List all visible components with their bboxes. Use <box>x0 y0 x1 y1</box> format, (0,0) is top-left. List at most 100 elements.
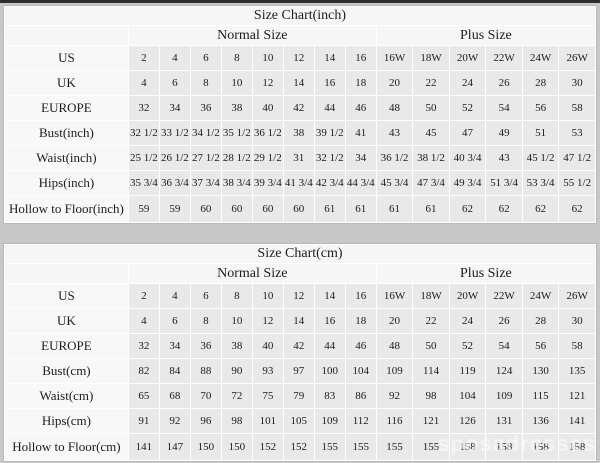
size-cell: 45 <box>413 121 449 145</box>
size-cell: 158 <box>559 434 595 460</box>
size-cell: 158 <box>449 434 486 460</box>
size-cell: 126 <box>449 409 486 433</box>
size-cell: 45 1/2 <box>522 146 559 170</box>
size-cell: 59 <box>128 196 159 222</box>
size-cell: 32 1/2 <box>314 146 345 170</box>
group-header-row: Normal Size Plus Size <box>5 26 595 45</box>
size-cell: 60 <box>190 196 221 222</box>
size-cell: 65 <box>128 384 159 408</box>
size-cell: 32 <box>128 96 159 120</box>
size-cell: 18W <box>413 46 449 70</box>
size-cell: 16W <box>376 284 413 308</box>
size-cell: 26 1/2 <box>159 146 190 170</box>
size-cell: 61 <box>314 196 345 222</box>
table-title-row: Size Chart(inch) <box>5 7 595 25</box>
size-cell: 36 1/2 <box>376 146 413 170</box>
size-cell: 20 <box>376 71 413 95</box>
size-cell: 141 <box>128 434 159 460</box>
size-cell: 50 <box>413 96 449 120</box>
size-cell: 31 <box>283 146 314 170</box>
size-cell: 26 <box>486 309 522 333</box>
size-cell: 27 1/2 <box>190 146 221 170</box>
size-cell: 28 <box>522 309 559 333</box>
size-cell: 33 1/2 <box>159 121 190 145</box>
size-cell: 121 <box>559 384 595 408</box>
size-cell: 70 <box>190 384 221 408</box>
size-cell: 44 <box>314 334 345 358</box>
size-cell: 14 <box>314 284 345 308</box>
size-cell: 30 <box>559 309 595 333</box>
table-row: Hollow to Floor(cm) 141 147 150 150 152 152 155… <box>5 434 595 460</box>
table-title: Size Chart(inch) <box>5 7 595 25</box>
size-cell: 6 <box>159 71 190 95</box>
corner-cell <box>5 264 128 283</box>
row-label: UK <box>5 71 128 95</box>
size-cell: 24W <box>522 46 559 70</box>
size-cell: 104 <box>345 359 376 383</box>
size-cell: 83 <box>314 384 345 408</box>
size-cell: 52 <box>449 96 486 120</box>
table-body: US 2 4 6 8 10 12 14 16 16W 18W 20W 22W 24W 26W UK 4 6 8 10 1… <box>5 46 595 222</box>
size-cell: 6 <box>190 284 221 308</box>
size-cell: 38 <box>221 96 252 120</box>
size-cell: 29 1/2 <box>252 146 283 170</box>
size-cell: 105 <box>283 409 314 433</box>
size-cell: 38 <box>283 121 314 145</box>
size-cell: 58 <box>559 96 595 120</box>
size-cell: 12 <box>283 284 314 308</box>
size-cell: 41 <box>345 121 376 145</box>
row-label: Waist(cm) <box>5 384 128 408</box>
size-cell: 46 <box>345 96 376 120</box>
size-cell: 8 <box>221 284 252 308</box>
size-cell: 4 <box>159 284 190 308</box>
size-cell: 92 <box>376 384 413 408</box>
size-cell: 42 <box>283 96 314 120</box>
size-cell: 104 <box>449 384 486 408</box>
size-cell: 101 <box>252 409 283 433</box>
size-cell: 18 <box>345 309 376 333</box>
size-cell: 32 1/2 <box>128 121 159 145</box>
table-row: EUROPE 32 34 36 38 40 42 44 46 48 50 52 54 56 58 <box>5 334 595 358</box>
size-cell: 136 <box>522 409 559 433</box>
size-cell: 6 <box>190 46 221 70</box>
size-cell: 141 <box>559 409 595 433</box>
size-cell: 34 <box>345 146 376 170</box>
size-cell: 62 <box>486 196 522 222</box>
size-cell: 35 1/2 <box>221 121 252 145</box>
size-cell: 42 <box>283 334 314 358</box>
size-cell: 12 <box>252 71 283 95</box>
size-cell: 56 <box>522 334 559 358</box>
size-cell: 51 <box>522 121 559 145</box>
size-cell: 92 <box>159 409 190 433</box>
table-title-row: Size Chart(cm) <box>5 245 595 263</box>
size-cell: 24 <box>449 309 486 333</box>
size-cell: 155 <box>376 434 413 460</box>
size-cell: 10 <box>252 284 283 308</box>
size-cell: 55 1/2 <box>559 171 595 195</box>
size-cell: 45 3/4 <box>376 171 413 195</box>
size-cell: 150 <box>221 434 252 460</box>
row-label: EUROPE <box>5 96 128 120</box>
row-label: US <box>5 284 128 308</box>
size-cell: 147 <box>159 434 190 460</box>
size-cell: 93 <box>252 359 283 383</box>
size-cell: 131 <box>486 409 522 433</box>
size-cell: 115 <box>522 384 559 408</box>
size-cell: 49 3/4 <box>449 171 486 195</box>
size-cell: 40 3/4 <box>449 146 486 170</box>
group-plus-size: Plus Size <box>376 264 595 283</box>
size-cell: 86 <box>345 384 376 408</box>
size-cell: 2 <box>128 46 159 70</box>
size-cell: 10 <box>252 46 283 70</box>
table-row: Hips(cm) 91 92 96 98 101 105 109 112 116 121 126 131… <box>5 409 595 433</box>
size-cell: 58 <box>559 334 595 358</box>
table-row: UK 4 6 8 10 12 14 16 18 20 22 24 26 28 30 <box>5 309 595 333</box>
size-cell: 119 <box>449 359 486 383</box>
size-cell: 84 <box>159 359 190 383</box>
size-cell: 22 <box>413 309 449 333</box>
table-row: UK 4 6 8 10 12 14 16 18 20 22 24 26 28 30 <box>5 71 595 95</box>
size-cell: 4 <box>128 309 159 333</box>
table-row: US 2 4 6 8 10 12 14 16 16W 18W 20W 22W 24W 26W <box>5 284 595 308</box>
size-cell: 158 <box>522 434 559 460</box>
size-cell: 36 1/2 <box>252 121 283 145</box>
